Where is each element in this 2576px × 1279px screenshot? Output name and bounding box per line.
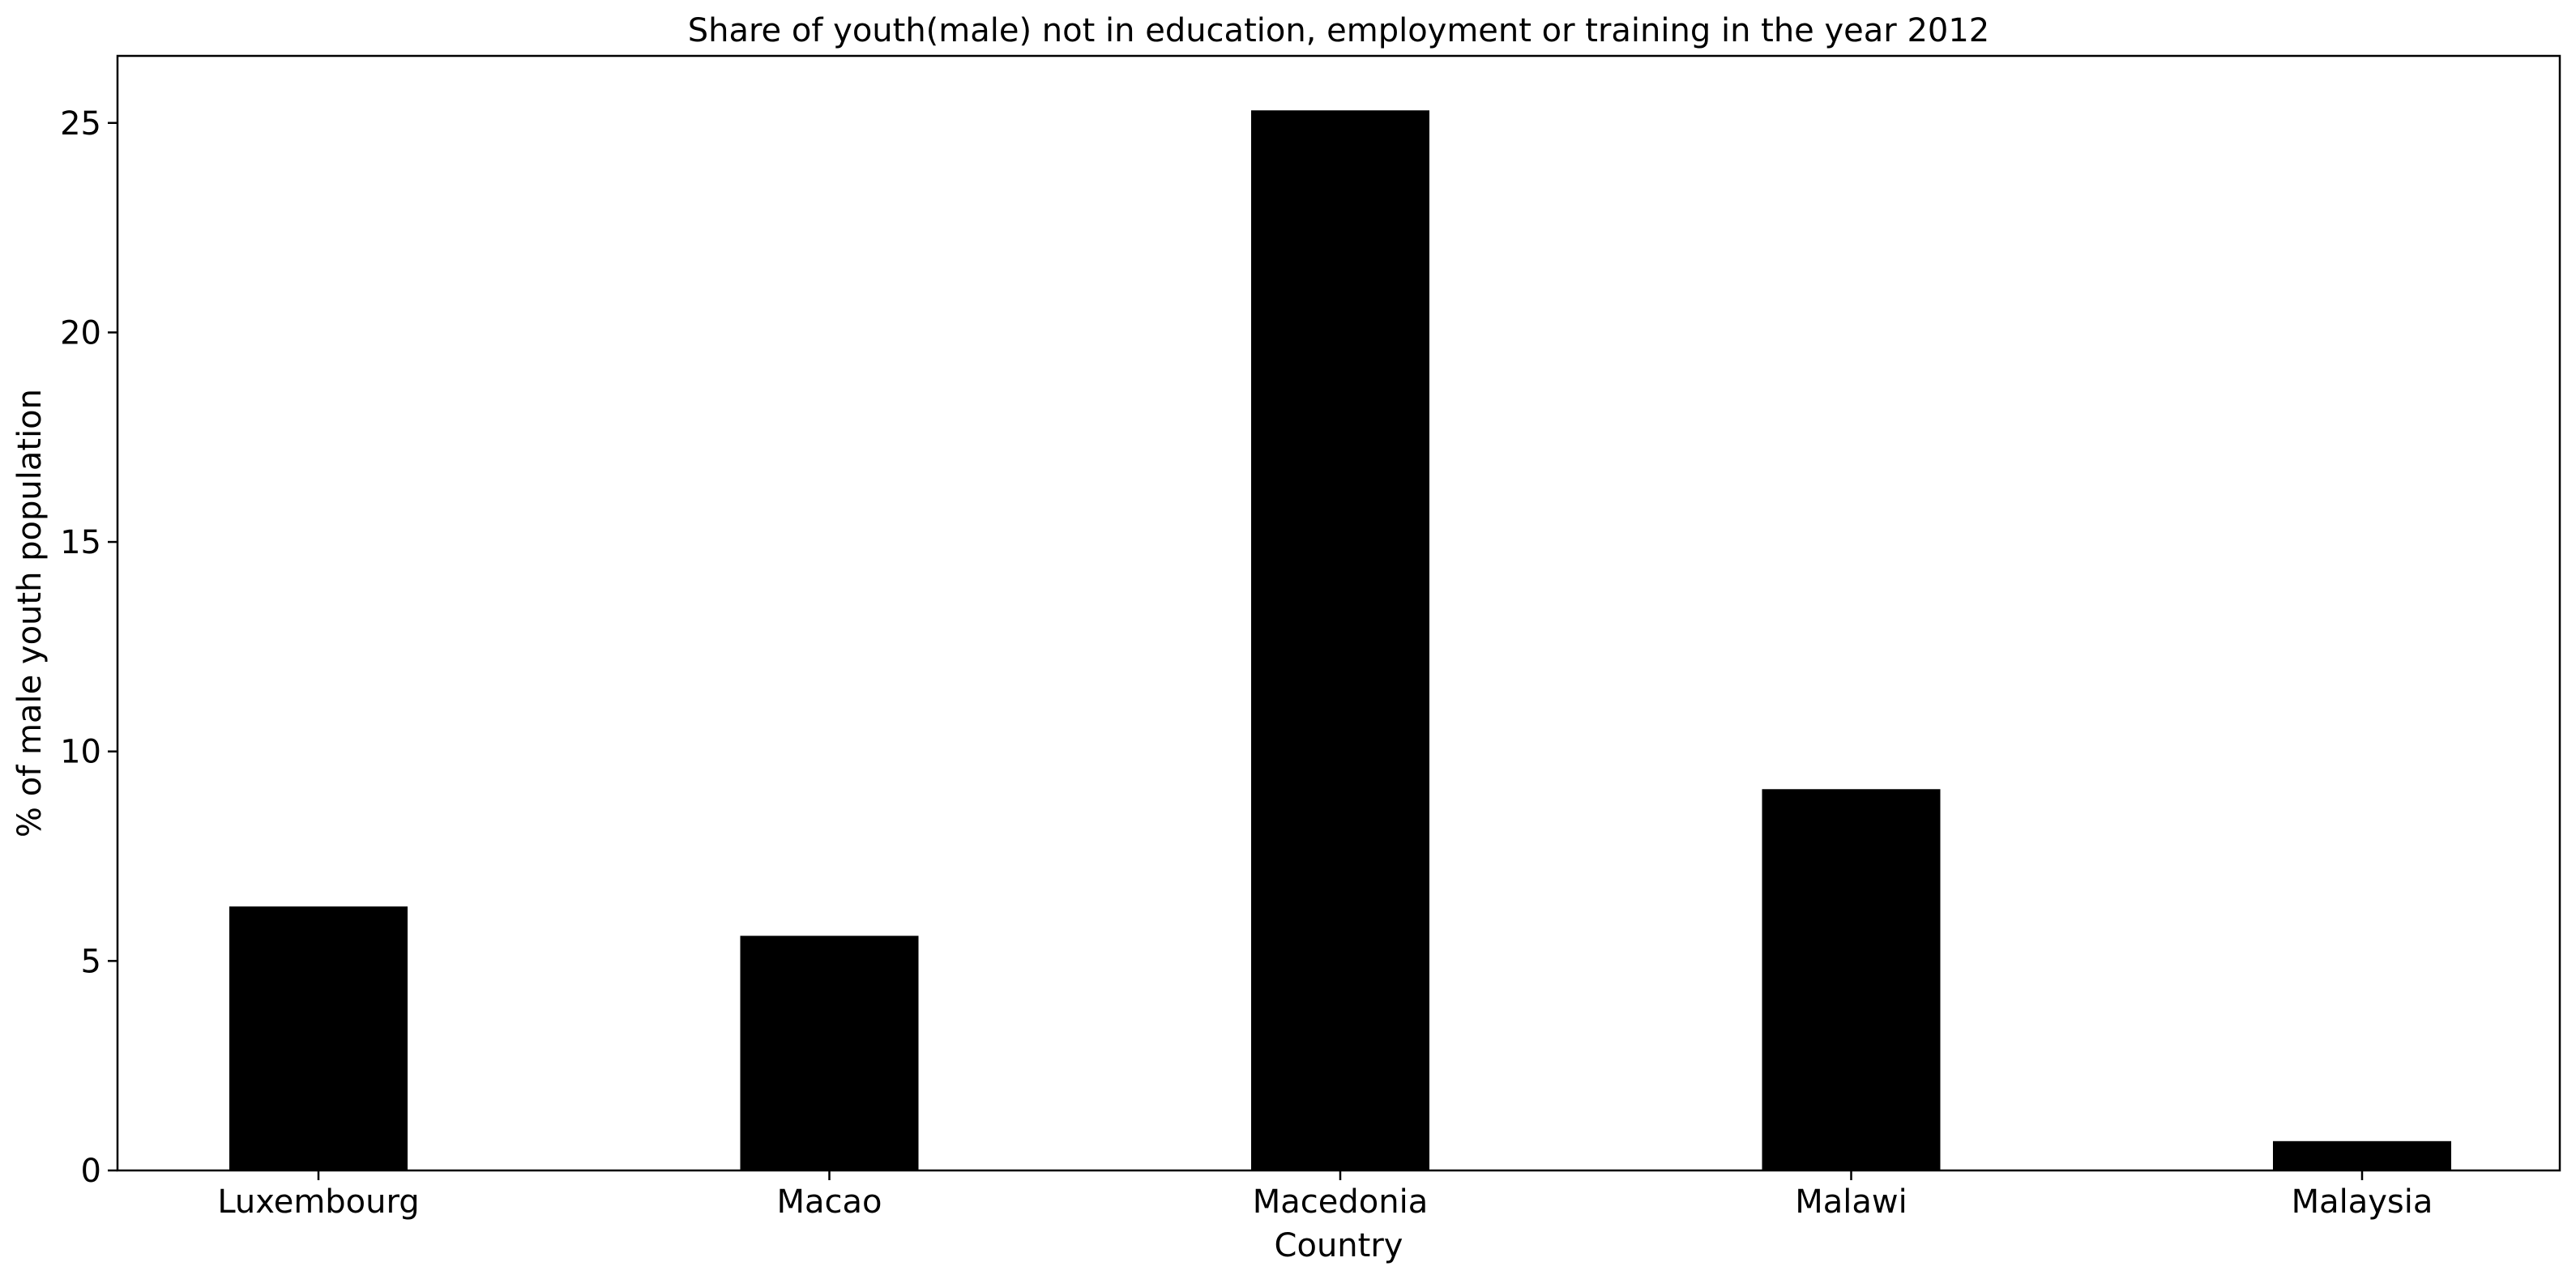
y-axis-label: % of male youth population: [11, 389, 49, 838]
x-axis-label: Country: [1275, 1227, 1403, 1264]
y-tick-label: 10: [60, 734, 101, 771]
bar-malawi: [1762, 789, 1941, 1170]
bar-luxembourg: [229, 906, 408, 1170]
x-tick-label: Malawi: [1795, 1183, 1907, 1221]
bar-macao: [740, 936, 919, 1170]
x-tick-label: Macao: [777, 1183, 882, 1221]
x-tick-label: Luxembourg: [217, 1183, 419, 1221]
y-tick-label: 0: [81, 1153, 101, 1190]
y-tick-label: 20: [60, 314, 101, 352]
chart-title: Share of youth(male) not in education, e…: [688, 12, 1990, 49]
bars: [229, 110, 2451, 1170]
bar-malaysia: [2273, 1140, 2451, 1170]
y-tick-label: 5: [81, 943, 101, 980]
y-tick-label: 15: [60, 524, 101, 561]
x-tick-label: Macedonia: [1253, 1183, 1428, 1221]
y-tick-label: 25: [60, 105, 101, 143]
y-axis: 0 5 10 15 20 25: [60, 105, 117, 1190]
plot-area: [116, 54, 2561, 1172]
x-axis: Luxembourg Macao Macedonia Malawi Malaysia: [217, 1170, 2433, 1221]
x-tick-label: Malaysia: [2292, 1183, 2433, 1221]
bar-macedonia: [1251, 110, 1429, 1170]
